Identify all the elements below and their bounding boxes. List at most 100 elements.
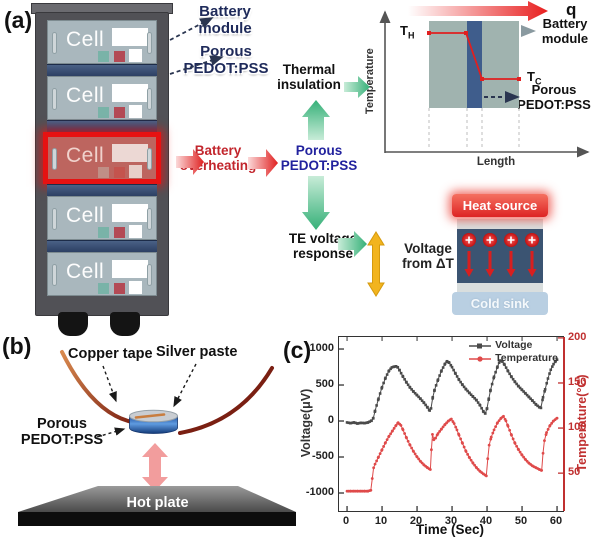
legend-label: Voltage bbox=[495, 339, 533, 351]
inset-battery-block bbox=[429, 21, 467, 108]
cell-display bbox=[112, 260, 148, 278]
cold-sink-label: Cold sink bbox=[470, 296, 530, 311]
cell-label: Cell bbox=[66, 28, 105, 51]
cell-handle-icon bbox=[147, 32, 152, 54]
battery-cell: Cell bbox=[47, 252, 157, 296]
cell-handle-icon bbox=[52, 264, 57, 286]
pedot-separator-layer bbox=[47, 64, 157, 76]
pink-double-arrow-icon bbox=[142, 443, 168, 491]
temperature-profile-line bbox=[429, 32, 519, 80]
red-arrow-icon bbox=[176, 149, 204, 175]
axis-tick-label: 0 bbox=[342, 515, 350, 527]
cell-indicator bbox=[129, 165, 142, 178]
axis-tick-label: 40 bbox=[479, 515, 493, 527]
t-cold-label: TC bbox=[527, 69, 542, 87]
axis-tick-label: 150 bbox=[568, 375, 587, 388]
legend-entry-temperature: Temperature bbox=[468, 352, 558, 365]
cell-handle-icon bbox=[52, 88, 57, 110]
profile-markers bbox=[427, 31, 521, 81]
inset-x-axis-label: Length bbox=[476, 156, 516, 168]
cell-indicator bbox=[114, 227, 125, 238]
red-arrow-icon bbox=[248, 149, 278, 177]
axis-tick-label: 1000 bbox=[309, 342, 334, 355]
cell-handle-icon bbox=[52, 148, 57, 170]
battery-cell: Cell bbox=[47, 196, 157, 240]
cell-label: Cell bbox=[66, 204, 105, 227]
axis-tick-label: 50 bbox=[514, 515, 528, 527]
overheating-battery-cell: Cell bbox=[43, 132, 161, 184]
chart-canvas bbox=[339, 337, 563, 511]
porous-pedot-b-label: Porous PEDOT:PSS bbox=[20, 416, 104, 449]
axis-tick-label: 0 bbox=[327, 414, 334, 426]
callout-arrow-icon bbox=[102, 365, 117, 403]
panel-c-label: (c) bbox=[283, 337, 312, 363]
heat-flux-arrow-icon bbox=[408, 1, 548, 21]
axis-tick-label: 200 bbox=[568, 330, 587, 343]
electrode-strip bbox=[457, 283, 543, 293]
cell-display bbox=[112, 28, 148, 46]
copper-tape-label: Copper tape bbox=[68, 346, 153, 362]
rack-wheel-icon bbox=[110, 312, 140, 336]
porous-pedot-flow-label: Porous PEDOT:PSS bbox=[280, 143, 358, 174]
axis-tick-label: -1000 bbox=[305, 486, 334, 498]
battery-rack: Cell Cell Cell bbox=[31, 3, 173, 316]
green-right-arrow-icon bbox=[344, 76, 370, 98]
inset-gridlines bbox=[428, 108, 520, 150]
cell-indicator bbox=[114, 51, 125, 62]
copper-tape-wire bbox=[178, 366, 274, 435]
cell-label: Cell bbox=[66, 144, 105, 167]
cell-handle-icon bbox=[52, 208, 57, 230]
cell-handle-icon bbox=[147, 264, 152, 286]
legend-label: Temperature bbox=[495, 352, 558, 364]
axis-tick-label: 20 bbox=[409, 515, 423, 527]
callout-arrow-icon bbox=[173, 363, 197, 408]
cell-display bbox=[112, 204, 148, 222]
voltage-from-dt-label: Voltage from ΔT bbox=[402, 241, 454, 272]
callout-arrow-icon bbox=[169, 55, 224, 75]
axis-tick-label: 30 bbox=[444, 515, 458, 527]
positive-charges bbox=[462, 233, 539, 277]
cell-handle-icon bbox=[147, 88, 152, 110]
battery-cell: Cell bbox=[47, 20, 157, 64]
panel-b-label: (b) bbox=[2, 333, 32, 359]
cell-indicator bbox=[98, 227, 109, 238]
copper-tape-wire bbox=[60, 350, 140, 425]
green-up-arrow-icon bbox=[302, 100, 330, 140]
cell-indicator bbox=[129, 105, 142, 118]
axis-tick-label: 60 bbox=[549, 515, 563, 527]
chart-plot-area: Voltage Temperature bbox=[338, 336, 565, 512]
axis-tick-label: 10 bbox=[374, 515, 388, 527]
t-hot-label: TH bbox=[400, 23, 415, 41]
pedot-separator-layer bbox=[47, 120, 157, 132]
yellow-double-arrow-icon bbox=[367, 231, 385, 297]
hot-plate-front bbox=[18, 512, 296, 526]
pedot-separator-layer bbox=[47, 240, 157, 252]
cell-handle-icon bbox=[147, 148, 152, 170]
axis-tick-label: 500 bbox=[315, 378, 334, 391]
hot-plate-top bbox=[18, 486, 296, 512]
right-axis-spine bbox=[563, 337, 565, 511]
heat-source-label: Heat source bbox=[462, 198, 538, 213]
cell-indicator bbox=[114, 283, 125, 294]
cell-display bbox=[112, 84, 148, 102]
cell-indicator bbox=[98, 167, 109, 178]
inset-battery-module-label: Battery module bbox=[541, 16, 589, 46]
cell-label: Cell bbox=[66, 260, 105, 283]
cell-indicator bbox=[114, 107, 125, 118]
cell-indicator bbox=[129, 281, 142, 294]
rack-wheel-icon bbox=[58, 312, 88, 336]
axis-tick-label: 50 bbox=[568, 466, 581, 479]
hot-plate-label: Hot plate bbox=[126, 495, 189, 511]
axis-tick-label: 100 bbox=[568, 421, 587, 434]
heat-flux-q-label: q bbox=[566, 0, 577, 19]
heat-source-banner: Heat source bbox=[452, 194, 548, 217]
cell-indicator bbox=[114, 167, 125, 178]
panel-a-label: (a) bbox=[4, 7, 33, 33]
inset-battery-block bbox=[482, 21, 519, 108]
inset-porous-pedot-label: Porous PEDOT:PSS bbox=[517, 82, 591, 112]
cold-sink-banner: Cold sink bbox=[452, 292, 548, 315]
cell-indicator bbox=[129, 225, 142, 238]
green-down-arrow-icon bbox=[302, 176, 330, 230]
